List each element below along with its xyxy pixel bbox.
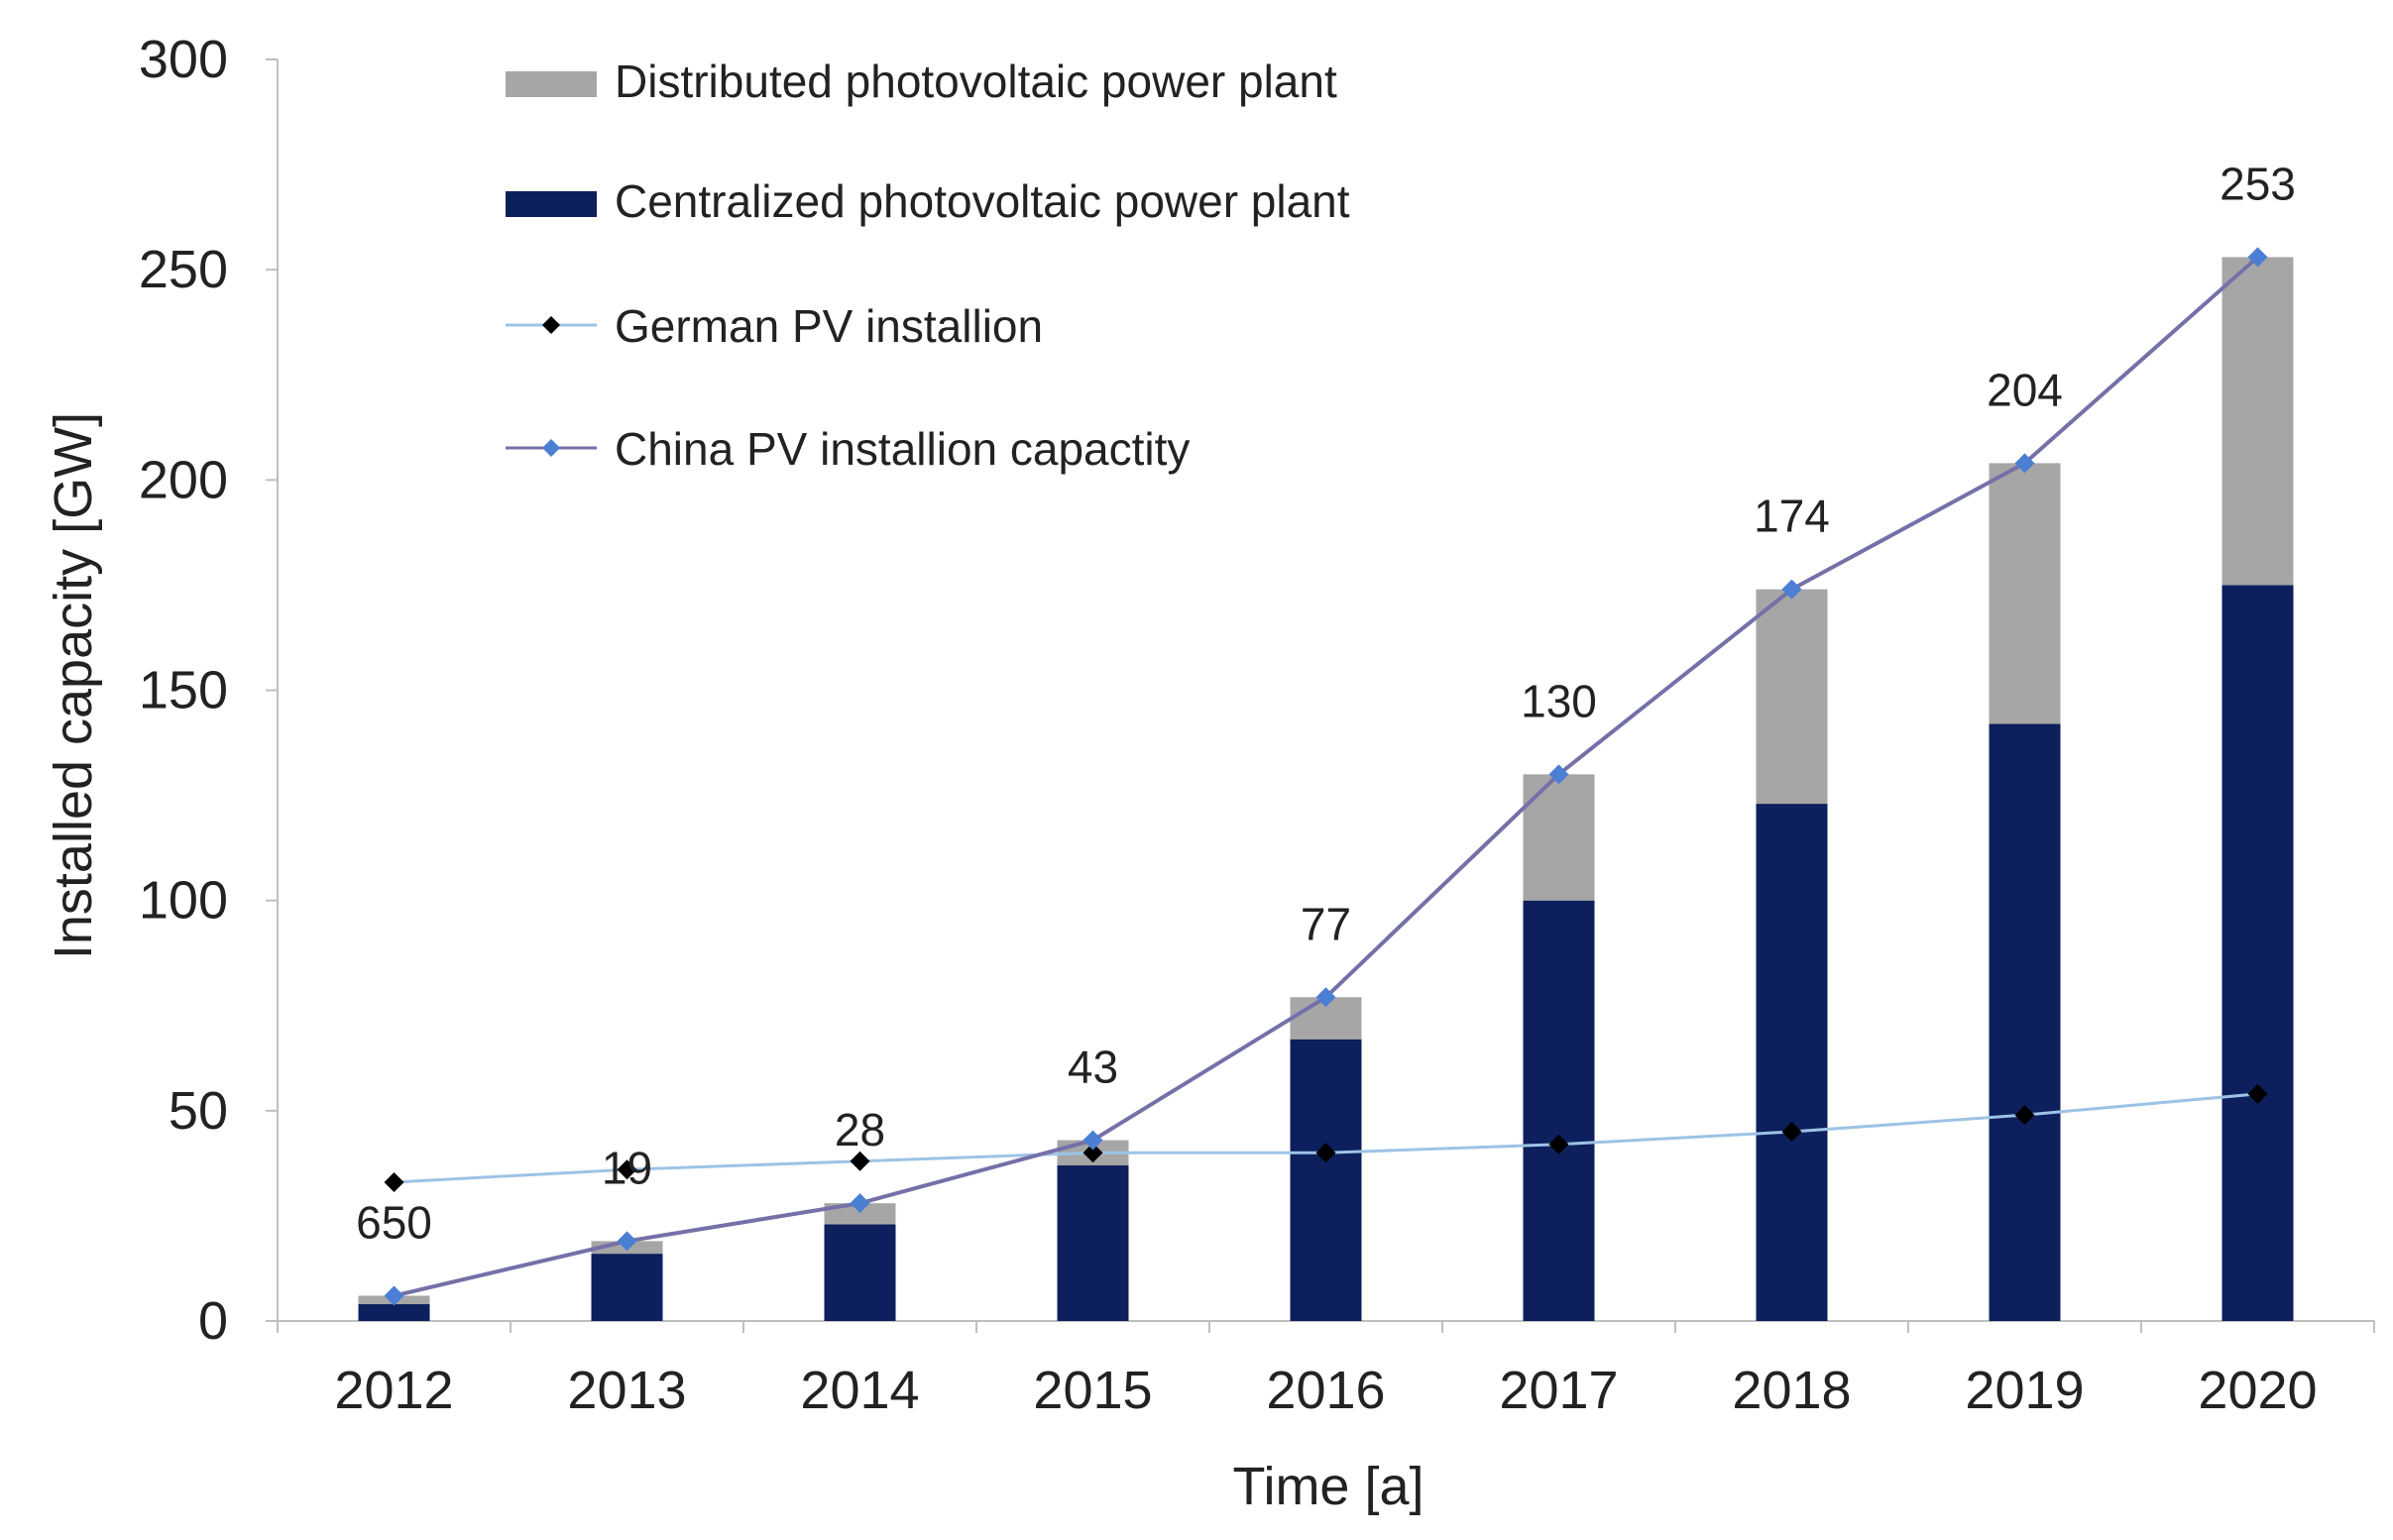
x-tick-label: 2014 bbox=[800, 1361, 919, 1420]
point-german-2020 bbox=[2247, 1083, 2268, 1104]
point-german-2015 bbox=[1083, 1143, 1103, 1163]
y-tick-label: 300 bbox=[139, 30, 228, 89]
x-tick-label: 2018 bbox=[1732, 1361, 1851, 1420]
data-label-2016: 77 bbox=[1301, 898, 1351, 949]
bar-centralized-2020 bbox=[2222, 585, 2294, 1321]
point-german-2017 bbox=[1548, 1134, 1569, 1155]
data-label-2020: 253 bbox=[2220, 158, 2296, 209]
point-china-2017 bbox=[1548, 764, 1569, 785]
legend-label-china: China PV installion capactity bbox=[615, 423, 1190, 475]
bar-distributed-2019 bbox=[1989, 463, 2061, 724]
bar-centralized-2017 bbox=[1523, 900, 1595, 1321]
x-tick-label: 2019 bbox=[1965, 1361, 2084, 1420]
bar-centralized-2015 bbox=[1057, 1164, 1129, 1321]
lines bbox=[384, 247, 2268, 1306]
bar-centralized-2016 bbox=[1290, 1039, 1362, 1321]
point-china-2016 bbox=[1315, 987, 1336, 1008]
x-tick-label: 2015 bbox=[1033, 1361, 1152, 1420]
bar-centralized-2019 bbox=[1989, 723, 2061, 1321]
bar-centralized-2012 bbox=[358, 1304, 430, 1321]
bar-distributed-2018 bbox=[1756, 589, 1828, 805]
point-german-2016 bbox=[1315, 1143, 1336, 1163]
legend-label-distributed: Distributed photovoltaic power plant bbox=[615, 55, 1337, 107]
legend-marker-china bbox=[542, 439, 560, 457]
axes: 0 50 100 150 200 250 300 2012 2013 2014 2015 2016 20… bbox=[139, 30, 2375, 1420]
point-china-2013 bbox=[617, 1231, 637, 1252]
point-china-2019 bbox=[2014, 453, 2035, 474]
x-tick-label: 2016 bbox=[1266, 1361, 1385, 1420]
point-china-2018 bbox=[1781, 579, 1802, 600]
data-label-2012: 650 bbox=[356, 1197, 432, 1249]
bar-centralized-2018 bbox=[1756, 804, 1828, 1321]
point-german-2018 bbox=[1781, 1122, 1802, 1143]
bar-distributed-2017 bbox=[1523, 774, 1595, 901]
legend-marker-german bbox=[542, 316, 560, 334]
point-german-2014 bbox=[850, 1151, 870, 1171]
legend-label-centralized: Centralized photovoltaic power plant bbox=[615, 175, 1350, 227]
point-german-2013 bbox=[617, 1159, 637, 1180]
data-label-2019: 204 bbox=[1987, 364, 2063, 415]
y-tick-label: 200 bbox=[139, 450, 228, 509]
data-label-2013: 19 bbox=[602, 1142, 652, 1193]
point-china-2012 bbox=[384, 1285, 404, 1306]
y-tick-label: 250 bbox=[139, 240, 228, 299]
data-label-2014: 28 bbox=[835, 1104, 885, 1155]
bar-distributed-2020 bbox=[2222, 257, 2294, 586]
bar-centralized-2013 bbox=[591, 1254, 663, 1321]
legend-label-german: German PV installion bbox=[615, 300, 1043, 352]
legend: Distributed photovoltaic power plant Cen… bbox=[506, 55, 1350, 475]
bar-distributed-2014 bbox=[824, 1203, 896, 1225]
data-labels: 650 19 28 43 77 130 174 204 253 bbox=[356, 158, 2296, 1248]
y-tick-label: 50 bbox=[169, 1081, 228, 1141]
point-china-2015 bbox=[1083, 1130, 1103, 1151]
x-axis-title: Time [a] bbox=[1232, 1457, 1424, 1516]
point-german-2012 bbox=[384, 1171, 404, 1192]
data-label-2018: 174 bbox=[1754, 491, 1830, 542]
point-china-2014 bbox=[850, 1193, 870, 1214]
x-tick-label: 2017 bbox=[1499, 1361, 1618, 1420]
bars bbox=[358, 257, 2294, 1321]
bar-centralized-2014 bbox=[824, 1224, 896, 1321]
point-german-2019 bbox=[2014, 1105, 2035, 1126]
data-label-2017: 130 bbox=[1521, 675, 1597, 726]
y-tick-label: 0 bbox=[198, 1291, 228, 1351]
legend-swatch-centralized bbox=[506, 191, 597, 217]
data-label-2015: 43 bbox=[1068, 1042, 1118, 1093]
y-tick-label: 100 bbox=[139, 871, 228, 931]
legend-swatch-distributed bbox=[506, 71, 597, 97]
x-tick-label: 2013 bbox=[567, 1361, 686, 1420]
x-tick-label: 2020 bbox=[2198, 1361, 2317, 1420]
y-tick-label: 150 bbox=[139, 661, 228, 720]
x-tick-label: 2012 bbox=[334, 1361, 453, 1420]
y-axis-title: Installed capacity [GW] bbox=[44, 412, 103, 959]
point-china-2020 bbox=[2247, 247, 2268, 268]
